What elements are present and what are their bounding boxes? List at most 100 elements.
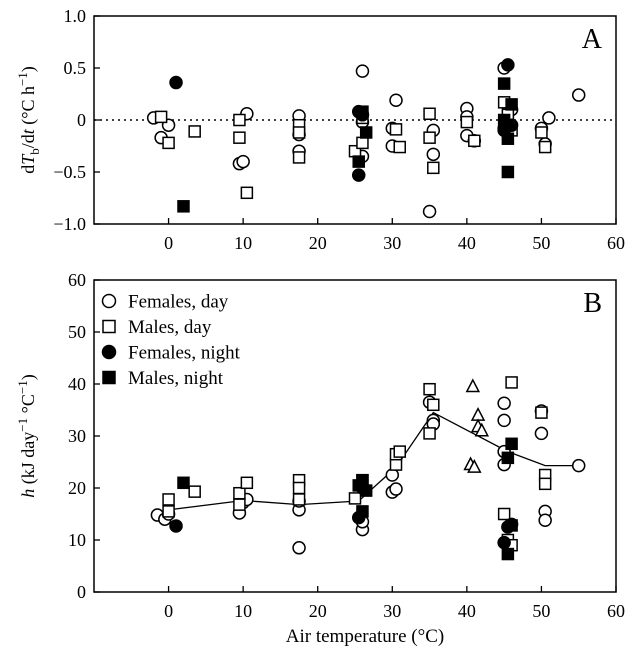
panel-a-point-square-filled-6 <box>501 132 515 145</box>
panel-a-y-axis-label-part: d <box>18 165 38 174</box>
panel-b-point-square-filled-5 <box>501 451 515 465</box>
panel-b-x-tick-label: 60 <box>607 601 625 621</box>
panel-b-point-triangle-open-0 <box>465 378 481 393</box>
panel-a-point-square-open-13 <box>393 140 406 154</box>
panel-a-point-square-open-5 <box>240 186 254 200</box>
panel-a-y-axis-label-part: T <box>18 153 38 165</box>
panel-a-point-square-open-15 <box>423 131 436 144</box>
panel-b-x-tick-label: 20 <box>309 601 327 621</box>
panel-a-y-tick-label: −0.5 <box>53 162 86 182</box>
panel-b-label: B <box>583 288 602 319</box>
panel-a-point-square-open-17 <box>460 115 474 129</box>
panel-b-y-tick-label: 20 <box>68 478 86 498</box>
panel-a-point-circle-open-27 <box>542 111 556 125</box>
panel-a-x-tick-label: 60 <box>607 233 625 253</box>
panel-b-point-square-open-15 <box>423 427 436 440</box>
panel-b-point-square-open-11 <box>389 458 403 471</box>
panel-b-point-square-open-21 <box>535 406 548 419</box>
panel-a-x-tick-label: 40 <box>458 233 476 253</box>
panel-b-point-square-open-14 <box>423 382 436 396</box>
panel-b-y-axis-label-part: −1 <box>15 380 30 394</box>
legend-marker-square-open <box>102 319 116 334</box>
panel-b-point-circle-open-22 <box>534 426 549 441</box>
panel-a-point-circle-open-16 <box>426 147 441 162</box>
panel-b-point-square-open-4 <box>233 486 246 500</box>
panel-b-point-square-filled-4 <box>356 505 369 518</box>
panel-a-point-square-filled-3 <box>359 126 373 139</box>
panel-a-x-tick-label: 30 <box>383 233 401 253</box>
legend-label-3: Males, night <box>128 368 224 389</box>
panel-b-point-circle-open-24 <box>538 513 552 527</box>
panel-b-point-square-open-8 <box>292 493 306 506</box>
panel-a-x-tick-label: 20 <box>309 233 327 253</box>
panel-a-y-axis-label-part: b <box>27 148 42 155</box>
panel-b-y-tick-label: 40 <box>68 374 86 394</box>
panel-a-y-tick-label: 1.0 <box>64 6 87 26</box>
legend-label-2: Females, night <box>128 343 241 364</box>
panel-a-point-square-filled-2 <box>356 105 369 118</box>
panel-b-x-tick-label: 10 <box>234 601 252 621</box>
panel-a-point-circle-open-28 <box>571 88 586 102</box>
panel-a-point-square-open-4 <box>233 131 246 144</box>
panel-a-y-axis-label-part: −1 <box>15 72 30 86</box>
panel-b-point-circle-open-17 <box>497 396 511 410</box>
panel-a-point-square-open-14 <box>423 107 436 121</box>
panel-b-y-tick-label: 10 <box>68 530 86 550</box>
panel-b-y-axis-label-part: −1 <box>15 418 30 432</box>
legend-label-1: Males, day <box>128 317 212 338</box>
panel-a-point-circle-filled-5 <box>501 58 515 72</box>
panel-b-y-axis-label-part: (kJ day <box>18 432 39 489</box>
panel-a-point-square-open-2 <box>188 125 201 138</box>
panel-a-point-square-open-18 <box>468 134 481 148</box>
panel-b-point-square-open-9 <box>348 492 362 505</box>
panel-b-x-tick-label: 40 <box>458 601 476 621</box>
panel-a-point-square-filled-0 <box>177 200 190 213</box>
panel-a-point-circle-open-14 <box>389 93 403 107</box>
panel-b-x-tick-label: 30 <box>383 601 401 621</box>
panel-a-point-square-filled-5 <box>497 113 511 127</box>
panel-b-point-triangle-open-5 <box>467 458 482 473</box>
panel-a-point-square-filled-8 <box>505 98 518 111</box>
panel-b-point-circle-filled-3 <box>497 535 511 550</box>
panel-b-point-square-open-20 <box>505 376 518 389</box>
panel-b-point-square-open-3 <box>233 498 246 511</box>
panel-a-y-axis-label-part: (°C h <box>18 86 39 129</box>
panel-b-y-tick-label: 0 <box>77 582 86 602</box>
panel-b-trend-line <box>168 411 579 511</box>
panel-b-y-axis-label-part: h <box>18 489 38 498</box>
panel-b-point-square-filled-7 <box>505 437 518 451</box>
panel-a-y-axis-label: dTb/dt (°C h−1) <box>15 66 42 174</box>
panel-b-point-circle-open-6 <box>292 541 306 555</box>
panel-a-point-square-open-0 <box>154 110 168 124</box>
panel-b-x-tick-label: 50 <box>532 601 550 621</box>
panel-b-point-circle-open-12 <box>389 482 403 496</box>
panel-a-point-square-filled-4 <box>497 77 511 90</box>
panel-a-point-square-open-7 <box>292 126 306 139</box>
panel-b-point-square-filled-3 <box>359 484 373 497</box>
panel-b-point-square-open-1 <box>162 493 175 506</box>
panel-b-point-square-open-0 <box>162 505 175 518</box>
panel-b-y-tick-label: 60 <box>68 270 86 290</box>
panel-a-point-square-open-3 <box>233 113 246 127</box>
panel-b-point-square-open-5 <box>240 476 254 490</box>
panel-b-point-square-open-23 <box>538 477 552 491</box>
panel-a-x-tick-label: 0 <box>164 233 173 253</box>
panel-a-y-axis-label-part: ) <box>18 66 39 72</box>
panel-b-point-square-filled-0 <box>177 476 190 490</box>
panel-b-point-circle-open-25 <box>571 458 586 473</box>
panel-a-point-square-open-1 <box>162 136 175 150</box>
panel-b-point-circle-open-18 <box>497 413 511 428</box>
legend-marker-circle-filled <box>101 344 117 360</box>
panel-a-y-axis-label-part: /d <box>18 134 38 148</box>
panel-a-point-square-open-22 <box>535 126 548 139</box>
panel-a-point-circle-open-15 <box>422 204 437 219</box>
panel-a-point-square-filled-1 <box>352 155 365 168</box>
panel-a-point-square-filled-7 <box>501 165 515 179</box>
panel-b-y-axis-label-part: °C <box>18 394 38 418</box>
panel-a-point-circle-filled-1 <box>351 168 366 182</box>
panel-a-point-square-open-12 <box>389 123 403 136</box>
legend-marker-square-filled <box>102 370 116 385</box>
panel-b-point-square-open-2 <box>188 485 201 498</box>
